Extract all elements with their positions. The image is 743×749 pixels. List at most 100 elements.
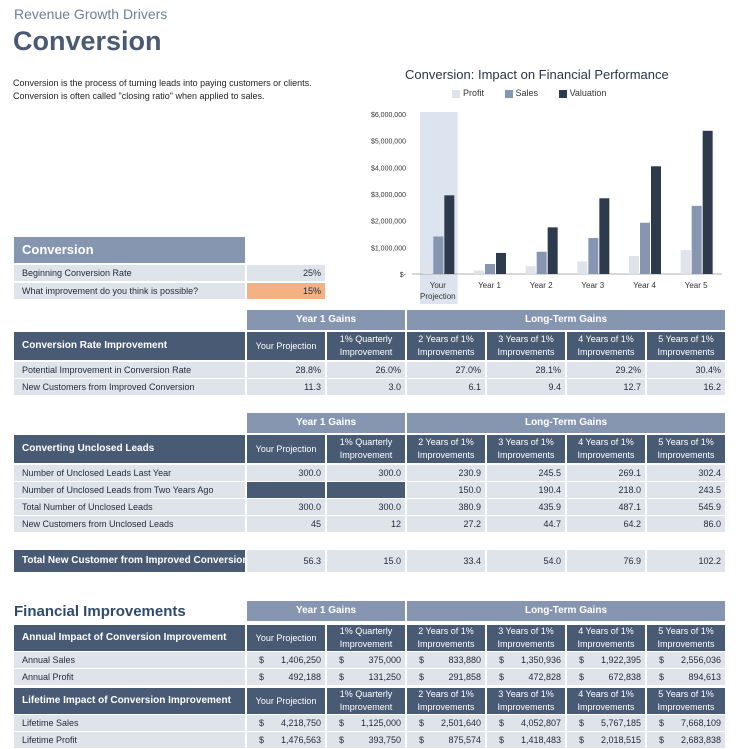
x-tick-label: Your xyxy=(430,281,447,290)
currency-symbol: $ xyxy=(419,718,425,728)
value-cell: $2,501,640 xyxy=(407,715,485,731)
cell-value: 2,683,838 xyxy=(680,735,721,745)
bar-sales-4 xyxy=(640,222,650,274)
column-header: 3 Years of 1% Improvements xyxy=(487,625,565,651)
total-value-cell: 56.3 xyxy=(247,550,325,572)
cell-value: 28.1% xyxy=(535,365,561,375)
currency-symbol: $ xyxy=(419,655,425,665)
value-cell: $2,556,036 xyxy=(647,652,725,668)
cell-value: 27.0% xyxy=(455,365,481,375)
y-tick-label: $5,000,000 xyxy=(371,139,406,146)
y-tick-label: $2,000,000 xyxy=(371,219,406,226)
x-tick-label: Year 1 xyxy=(478,281,501,290)
cell-value: 545.9 xyxy=(698,502,721,512)
cell-value: 2,556,036 xyxy=(680,655,721,665)
currency-symbol: $ xyxy=(259,655,265,665)
currency-symbol: $ xyxy=(579,718,585,728)
column-header: 1% Quarterly Improvement xyxy=(327,435,405,463)
cell-value: 45 xyxy=(310,519,321,529)
cell-value: 29.2% xyxy=(615,365,641,375)
legend-item-profit: Profit xyxy=(452,88,484,98)
cell-value: 44.7 xyxy=(543,519,561,529)
total-label: Total New Customer from Improved Convers… xyxy=(14,550,245,572)
column-header: 3 Years of 1% Improvements xyxy=(487,688,565,714)
cell-value: 4,052,807 xyxy=(520,718,561,728)
value-cell: $894,613 xyxy=(647,669,725,685)
column-header: Your Projection xyxy=(247,332,325,360)
cell-value: 86.0 xyxy=(703,519,721,529)
improvement-input[interactable]: 15% xyxy=(247,283,325,299)
cell-value: 26.0% xyxy=(375,365,401,375)
value-cell: 190.4 xyxy=(487,482,565,498)
band-year1-gains: Year 1 Gains xyxy=(247,413,405,433)
row-label: New Customers from Unclosed Leads xyxy=(14,516,245,532)
value-cell: 545.9 xyxy=(647,499,725,515)
bar-valuation-5 xyxy=(702,130,713,274)
column-header: 2 Years of 1% Improvements xyxy=(407,688,485,714)
x-tick-label: Year 2 xyxy=(530,281,553,290)
band-long-term-gains: Long-Term Gains xyxy=(407,310,725,330)
currency-symbol: $ xyxy=(499,672,505,682)
currency-symbol: $ xyxy=(339,655,345,665)
value-cell: 45 xyxy=(247,516,325,532)
value-cell: 6.1 xyxy=(407,379,485,395)
value-cell: $291,858 xyxy=(407,669,485,685)
conversion-rate-table: Year 1 Gains Long-Term Gains Conversion Ra… xyxy=(0,310,743,395)
beginning-rate-input[interactable]: 25% xyxy=(247,265,325,281)
bar-valuation-1 xyxy=(496,252,506,274)
value-cell: $7,668,109 xyxy=(647,715,725,731)
cell-value: 1,125,000 xyxy=(360,718,401,728)
currency-symbol: $ xyxy=(499,735,505,745)
value-cell: 28.8% xyxy=(247,362,325,378)
value-cell: $1,922,395 xyxy=(567,652,645,668)
financial-table: Year 1 Gains Long-Term Gains Annual Impact… xyxy=(0,601,743,749)
currency-symbol: $ xyxy=(659,735,665,745)
column-header: 4 Years of 1% Improvements xyxy=(567,688,645,714)
cell-value: 27.2 xyxy=(463,519,481,529)
value-cell: $1,476,563 xyxy=(247,732,325,748)
value-cell: $131,250 xyxy=(327,669,405,685)
input-label: What improvement do you think is possibl… xyxy=(14,283,245,299)
column-header: 3 Years of 1% Improvements xyxy=(487,332,565,360)
currency-symbol: $ xyxy=(579,672,585,682)
column-header: 2 Years of 1% Improvements xyxy=(407,332,485,360)
bar-profit-0 xyxy=(422,260,433,274)
currency-symbol: $ xyxy=(659,655,665,665)
total-value-cell: 54.0 xyxy=(487,550,565,572)
cell-value: 64.2 xyxy=(623,519,641,529)
column-header: 5 Years of 1% Improvements xyxy=(647,688,725,714)
column-header: 2 Years of 1% Improvements xyxy=(407,625,485,651)
bar-profit-2 xyxy=(525,266,536,274)
value-cell: 64.2 xyxy=(567,516,645,532)
column-header: 1% Quarterly Improvement xyxy=(327,625,405,651)
cell-value: 492,188 xyxy=(288,672,321,682)
cell-value: 190.4 xyxy=(538,485,561,495)
cell-value: 9.4 xyxy=(548,382,561,392)
value-cell: $5,767,185 xyxy=(567,715,645,731)
value-cell: 12.7 xyxy=(567,379,645,395)
value-cell: $672,838 xyxy=(567,669,645,685)
bar-valuation-2 xyxy=(547,227,558,274)
value-cell: 269.1 xyxy=(567,465,645,481)
value-cell: 27.2 xyxy=(407,516,485,532)
value-cell: 380.9 xyxy=(407,499,485,515)
value-cell xyxy=(247,482,325,498)
value-cell: 86.0 xyxy=(647,516,725,532)
column-header: 3 Years of 1% Improvements xyxy=(487,435,565,463)
input-row-beginning-rate: Beginning Conversion Rate 25% xyxy=(14,265,725,281)
value-cell: 9.4 xyxy=(487,379,565,395)
cell-value: 435.9 xyxy=(538,502,561,512)
column-header: 4 Years of 1% Improvements xyxy=(567,625,645,651)
cell-value: 393,750 xyxy=(368,735,401,745)
currency-symbol: $ xyxy=(579,655,585,665)
value-cell: 30.4% xyxy=(647,362,725,378)
page-subtitle: Revenue Growth Drivers xyxy=(14,6,168,22)
currency-symbol: $ xyxy=(339,718,345,728)
financial-section-title: Financial Improvements xyxy=(14,603,186,620)
row-label: Total Number of Unclosed Leads xyxy=(14,499,245,515)
value-cell: 16.2 xyxy=(647,379,725,395)
cell-value: 291,858 xyxy=(448,672,481,682)
cell-value: 11.3 xyxy=(304,382,321,392)
column-header: 1% Quarterly Improvement xyxy=(327,332,405,360)
value-cell: 28.1% xyxy=(487,362,565,378)
